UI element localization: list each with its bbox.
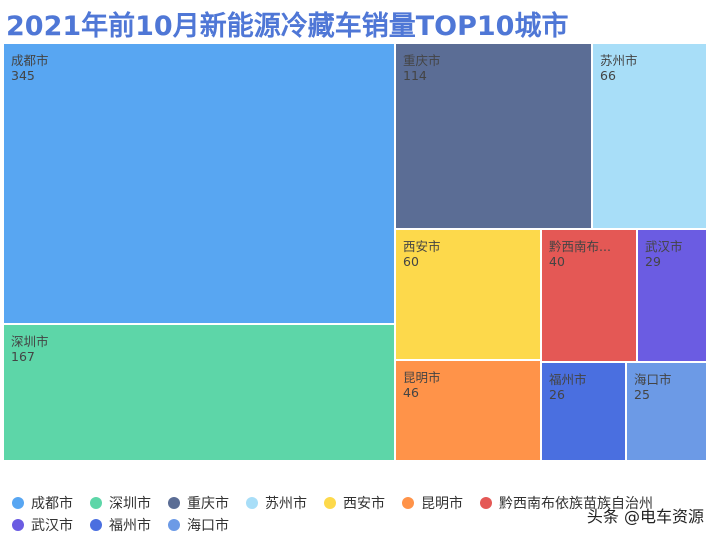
legend-label: 海口市 — [187, 518, 229, 534]
watermark: 头条 @电车资源 — [586, 507, 704, 526]
treemap-tile[interactable]: 深圳市 167 — [4, 325, 394, 460]
treemap-tile[interactable]: 昆明市 46 — [396, 361, 540, 460]
treemap-tile[interactable]: 成都市 345 — [4, 44, 394, 323]
legend-item[interactable]: 武汉市 — [12, 514, 73, 536]
tile-label: 成都市 — [11, 53, 49, 68]
tile-value: 46 — [403, 385, 419, 400]
legend-item[interactable]: 福州市 — [90, 514, 151, 536]
legend-dot-icon — [12, 497, 24, 509]
treemap-tile[interactable]: 西安市 60 — [396, 230, 540, 359]
legend-label: 苏州市 — [265, 496, 307, 512]
legend-dot-icon — [168, 497, 180, 509]
legend-item[interactable]: 苏州市 — [246, 492, 307, 514]
tile-label: 黔西南布... — [549, 239, 611, 254]
legend-label: 西安市 — [343, 496, 385, 512]
legend-dot-icon — [90, 519, 102, 531]
tile-label: 苏州市 — [600, 53, 638, 68]
legend-dot-icon — [12, 519, 24, 531]
tile-value: 40 — [549, 254, 565, 269]
treemap-tile[interactable]: 黔西南布... 40 — [542, 230, 636, 361]
legend-label: 福州市 — [109, 518, 151, 534]
tile-value: 345 — [11, 68, 35, 83]
legend-item[interactable]: 重庆市 — [168, 492, 229, 514]
tile-label: 武汉市 — [645, 239, 683, 254]
legend-item[interactable]: 成都市 — [12, 492, 73, 514]
legend-dot-icon — [246, 497, 258, 509]
legend-dot-icon — [90, 497, 102, 509]
legend-item[interactable]: 西安市 — [324, 492, 385, 514]
legend-dot-icon — [402, 497, 414, 509]
legend-item[interactable]: 昆明市 — [402, 492, 463, 514]
tile-label: 昆明市 — [403, 370, 441, 385]
legend-label: 昆明市 — [421, 496, 463, 512]
tile-label: 福州市 — [549, 372, 587, 387]
treemap: 成都市 345 深圳市 167 重庆市 114 苏州市 66 西安市 60 昆明市 46 黔西南布...… — [4, 44, 706, 460]
tile-value: 167 — [11, 349, 35, 364]
legend-item[interactable]: 黔西南布依族苗族自治州 — [480, 492, 653, 514]
treemap-tile[interactable]: 苏州市 66 — [593, 44, 706, 228]
legend-dot-icon — [324, 497, 336, 509]
tile-value: 26 — [549, 387, 565, 402]
tile-value: 66 — [600, 68, 616, 83]
tile-label: 西安市 — [403, 239, 441, 254]
treemap-tile[interactable]: 重庆市 114 — [396, 44, 591, 228]
tile-value: 29 — [645, 254, 661, 269]
tile-label: 深圳市 — [11, 334, 49, 349]
treemap-tile[interactable]: 海口市 25 — [627, 363, 706, 460]
legend-label: 重庆市 — [187, 496, 229, 512]
tile-value: 114 — [403, 68, 427, 83]
legend: 成都市 深圳市 重庆市 苏州市 西安市 昆明市 黔西南布依族苗族自治州武汉市 福州市 海口市 — [12, 492, 712, 536]
treemap-tile[interactable]: 福州市 26 — [542, 363, 625, 460]
chart-title: 2021年前10月新能源冷藏车销量TOP10城市 — [6, 11, 569, 42]
legend-label: 黔西南布依族苗族自治州 — [499, 496, 653, 512]
legend-dot-icon — [480, 497, 492, 509]
tile-label: 海口市 — [634, 372, 672, 387]
tile-value: 60 — [403, 254, 419, 269]
tile-label: 重庆市 — [403, 53, 441, 68]
legend-label: 成都市 — [31, 496, 73, 512]
legend-label: 深圳市 — [109, 496, 151, 512]
legend-item[interactable]: 深圳市 — [90, 492, 151, 514]
legend-item[interactable]: 海口市 — [168, 514, 229, 536]
legend-label: 武汉市 — [31, 518, 73, 534]
legend-dot-icon — [168, 519, 180, 531]
tile-value: 25 — [634, 387, 650, 402]
treemap-tile[interactable]: 武汉市 29 — [638, 230, 706, 361]
